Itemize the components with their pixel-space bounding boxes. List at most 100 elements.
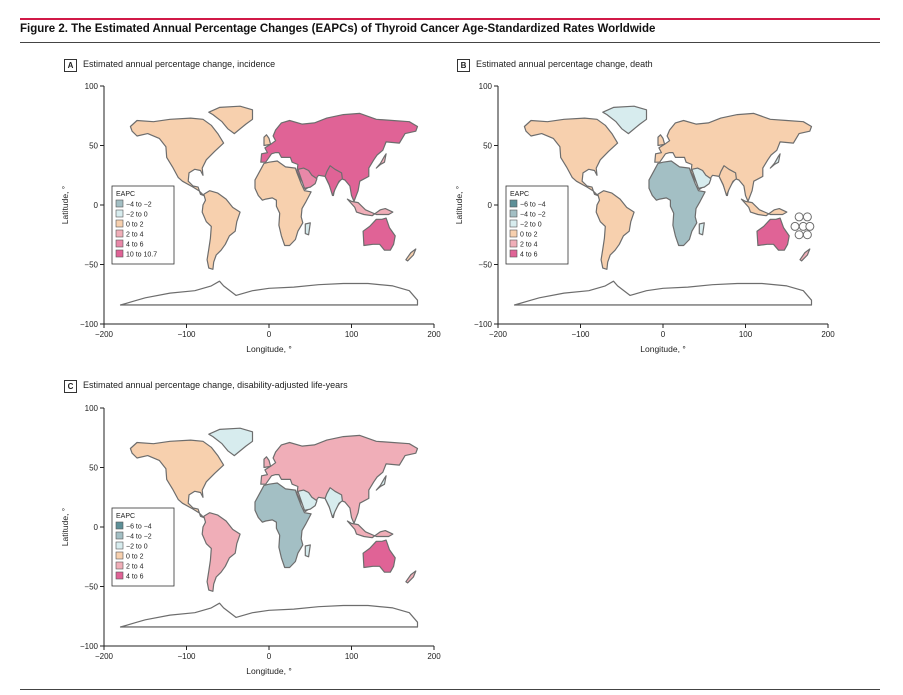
x-tick-label: 0 [267, 652, 272, 661]
landmass-antarctica [513, 280, 813, 306]
legend-swatch [115, 249, 124, 258]
landmass-southAmerica [201, 512, 241, 592]
y-tick-label: 50 [89, 464, 98, 473]
panel-b-title: Estimated annual percentage change, deat… [476, 59, 653, 69]
y-tick-label: 0 [488, 201, 493, 210]
y-tick-label: 50 [483, 142, 492, 151]
legend-swatch [509, 239, 518, 248]
x-axis-label: Longitude, ° [246, 344, 291, 354]
island-marker [794, 230, 804, 240]
island-marker [805, 221, 815, 231]
landmass-southAmerica [201, 190, 241, 270]
landmass-eurasia [260, 112, 419, 202]
landmass-madagascar [698, 222, 705, 236]
legend-swatch [509, 199, 518, 208]
legend-label: 4 to 6 [520, 252, 538, 259]
legend-label: −6 to −4 [520, 202, 546, 209]
legend-label: 10 to 10.7 [126, 252, 157, 259]
y-tick-label: 0 [94, 523, 99, 532]
x-tick-label: −200 [95, 330, 114, 339]
landmass-greenland [208, 427, 254, 457]
x-tick-label: 0 [661, 330, 666, 339]
legend-swatch [509, 229, 518, 238]
legend-label: 0 to 2 [126, 222, 144, 229]
figure-title: Figure 2. The Estimated Annual Percentag… [20, 23, 656, 35]
legend-swatch [115, 219, 124, 228]
landmass-southAmerica [595, 190, 635, 270]
y-tick-label: 100 [479, 82, 493, 91]
landmass-northAmerica [129, 117, 225, 197]
landmass-antarctica [119, 602, 419, 628]
landmass-indonesia [740, 198, 788, 217]
landmass-india [324, 487, 343, 519]
landmass-greenland [602, 105, 648, 135]
y-tick-label: −100 [80, 320, 99, 329]
x-tick-label: 100 [345, 652, 359, 661]
x-tick-label: 100 [345, 330, 359, 339]
x-axis-label: Longitude, ° [640, 344, 685, 354]
header-accent-rule [20, 18, 880, 20]
legend-title: EAPC [116, 513, 135, 520]
island-marker [790, 221, 800, 231]
landmass-africa [254, 160, 312, 247]
landmass-arabia [297, 167, 318, 189]
legend-label: 2 to 4 [126, 232, 144, 239]
y-axis-label: Latitude, ° [60, 186, 70, 224]
legend-label: −4 to −2 [520, 212, 546, 219]
legend-label: −2 to 0 [126, 544, 148, 551]
panel-b-letter: B [457, 59, 470, 72]
legend-title: EAPC [510, 191, 529, 198]
legend-label: 4 to 6 [126, 242, 144, 249]
landmass-northAmerica [129, 439, 225, 519]
panel-c-title: Estimated annual percentage change, disa… [83, 380, 348, 390]
y-tick-label: 100 [85, 404, 99, 413]
landmass-uk [263, 134, 272, 147]
legend-title: EAPC [116, 191, 135, 198]
y-axis-label: Latitude, ° [454, 186, 464, 224]
legend-swatch [115, 541, 124, 550]
legend-label: 2 to 4 [520, 242, 538, 249]
y-tick-label: 50 [89, 142, 98, 151]
y-tick-label: 0 [94, 201, 99, 210]
island-marker [802, 212, 812, 222]
y-tick-label: −100 [474, 320, 493, 329]
legend-swatch [115, 561, 124, 570]
y-axis-label: Latitude, ° [60, 508, 70, 546]
x-tick-label: −100 [177, 652, 196, 661]
x-tick-label: 200 [821, 330, 835, 339]
landmass-india [324, 165, 343, 197]
legend-swatch [509, 209, 518, 218]
y-tick-label: −100 [80, 642, 99, 651]
legend-label: −4 to −2 [126, 534, 152, 541]
landmass-japan [375, 475, 387, 491]
x-tick-label: 200 [427, 652, 441, 661]
island-marker [794, 212, 804, 222]
legend-label: −2 to 0 [520, 222, 542, 229]
landmass-madagascar [304, 222, 311, 236]
legend-label: 0 to 2 [126, 554, 144, 561]
legend-swatch [115, 521, 124, 530]
legend-label: 0 to 2 [520, 232, 538, 239]
x-tick-label: −200 [489, 330, 508, 339]
x-tick-label: 100 [739, 330, 753, 339]
panel-c-letter: C [64, 380, 77, 393]
legend-label: −2 to 0 [126, 212, 148, 219]
landmass-uk [657, 134, 666, 147]
landmass-australia [756, 217, 790, 251]
y-tick-label: −50 [478, 261, 492, 270]
legend-swatch [115, 571, 124, 580]
landmass-northAmerica [523, 117, 619, 197]
legend-swatch [509, 249, 518, 258]
legend-label: 2 to 4 [126, 564, 144, 571]
footer-rule [20, 689, 880, 690]
y-tick-label: −50 [84, 583, 98, 592]
landmass-africa [254, 482, 312, 569]
landmass-eurasia [654, 112, 813, 202]
island-marker [802, 230, 812, 240]
y-tick-label: −50 [84, 261, 98, 270]
landmass-australia [362, 217, 396, 251]
